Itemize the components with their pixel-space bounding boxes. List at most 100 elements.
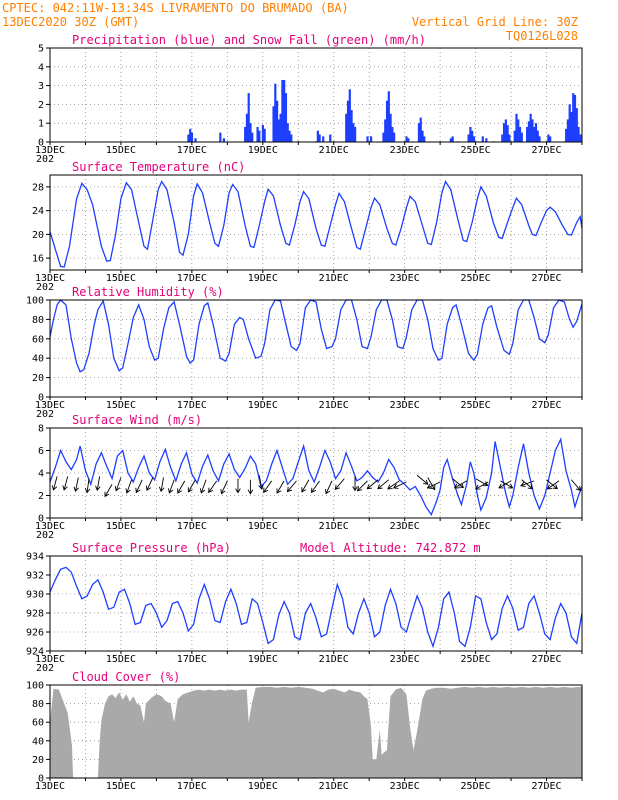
precip-bar [577,126,580,142]
precip-bar [469,126,472,142]
wind-arrow [500,480,513,489]
wind-arrowhead [158,486,165,493]
precip-bar [187,134,190,142]
wind-arrow [325,480,333,494]
wind-arrowhead [423,479,429,485]
temp-xtick-label: 21DEC [319,273,349,284]
rh-xtick-label: 25DEC [461,400,491,411]
cloud-xtick-label: 13DEC [35,781,65,792]
wind-arrowhead [475,484,481,490]
rh-line [49,299,583,373]
precip-xtick-label: 13DEC [35,145,65,156]
wind-arrowhead [276,488,282,494]
precip-xtick-label: 17DEC [177,145,207,156]
wind-line [49,437,583,516]
pres-line [49,566,583,649]
wind-arrowhead [520,481,526,487]
wind-xtick-label: 17DEC [177,521,207,532]
precip-bar [222,138,225,142]
precip-bar [449,138,452,142]
precip-bar [393,132,396,142]
wind-arrowhead [286,486,293,493]
wind-arrow [160,477,164,492]
rh-xtick-label: 23DEC [390,400,420,411]
precip-bar [281,79,284,142]
precip-bar [189,128,192,142]
wind-year-stub: 202 [36,530,54,541]
precip-bar [350,110,353,142]
wind-arrow [377,479,389,490]
precip-bar [369,136,373,142]
precip-bar [387,91,390,142]
rh-xtick-label: 13DEC [35,400,65,411]
wind-arrow [475,478,488,487]
wind-arrow [188,479,196,493]
wind-arrowhead [392,483,399,489]
wind-arrow [75,477,79,492]
wind-arrow [126,479,132,494]
wind-panel: Surface Wind (m/s) 0 2 4 6 8 13DEC 15DEC 17DEC 19… [35,413,583,541]
precip-bar [190,132,194,142]
wind-xtick-label: 23DEC [390,521,420,532]
temp-xtick-label: 15DEC [106,273,136,284]
wind-arrow [135,479,143,493]
wind-ytick-label: 2 [38,491,44,502]
cloud-ytick-label: 0 [38,774,44,785]
precip-ytick-label: 0 [38,138,44,149]
temp-xtick-label: 19DEC [248,273,278,284]
cloud-ytick-label: 100 [26,681,44,692]
pres-frame [49,555,583,652]
temp-xtick-label: 25DEC [461,273,491,284]
wind-arrow [208,480,218,493]
precip-xtick-label: 19DEC [248,145,278,156]
wind-arrow [200,479,207,494]
precip-bar [504,119,507,142]
rh-panel: Relative Humidity (%) 0 20 40 60 80 100 13DEC 15… [26,285,583,420]
precip-ytick-label: 2 [38,100,44,111]
precip-bar [485,138,488,142]
cloud-panel: Cloud Cover (%) 0 20 40 60 80 100 13DEC 15DEC 17D… [26,670,583,792]
wind-arrowhead [426,483,433,489]
precip-bar [283,79,286,142]
precip-bar [389,113,392,142]
precip-bar [566,119,570,142]
pres-ytick-label: 934 [26,552,44,563]
precip-bar [538,136,541,142]
wind-arrow [521,479,533,490]
wind-arrowhead [334,484,340,491]
wind-arrowhead [199,488,206,494]
precip-bar [286,123,289,142]
pres-ytick-label: 932 [26,571,44,582]
wind-arrow [276,480,285,494]
rh-ytick-label: 40 [32,354,44,365]
temp-xtick-label: 17DEC [177,273,207,284]
rh-title: Relative Humidity (%) [72,285,224,299]
pres-ytick-label: 924 [26,647,44,658]
wind-arrow [104,484,113,497]
precip-bar [531,119,534,142]
precip-bar [322,136,325,142]
precip-bar [417,123,421,142]
precip-bar [194,138,197,142]
precip-bar [451,136,454,142]
pres-ytick-label: 928 [26,609,44,620]
pres-xtick-label: 25DEC [461,654,491,665]
precip-ytick-label: 5 [38,44,44,55]
wind-arrowhead [247,489,254,495]
precip-bar [536,130,539,142]
wind-arrow [357,480,368,492]
temp-ytick-label: 28 [32,182,44,193]
cloud-xtick-label: 21DEC [319,781,349,792]
wind-arrow [454,480,467,489]
cloud-xtick-label: 17DEC [177,781,207,792]
precip-bar [256,126,259,142]
precip-bar [284,93,288,142]
cloud-ytick-label: 40 [32,736,44,747]
precip-xtick-label: 15DEC [106,145,136,156]
pres-xtick-label: 21DEC [319,654,349,665]
precip-bar [345,113,348,142]
wind-ytick-label: 6 [38,446,44,457]
cloud-xtick-label: 15DEC [106,781,136,792]
wind-arrowhead [51,485,58,491]
